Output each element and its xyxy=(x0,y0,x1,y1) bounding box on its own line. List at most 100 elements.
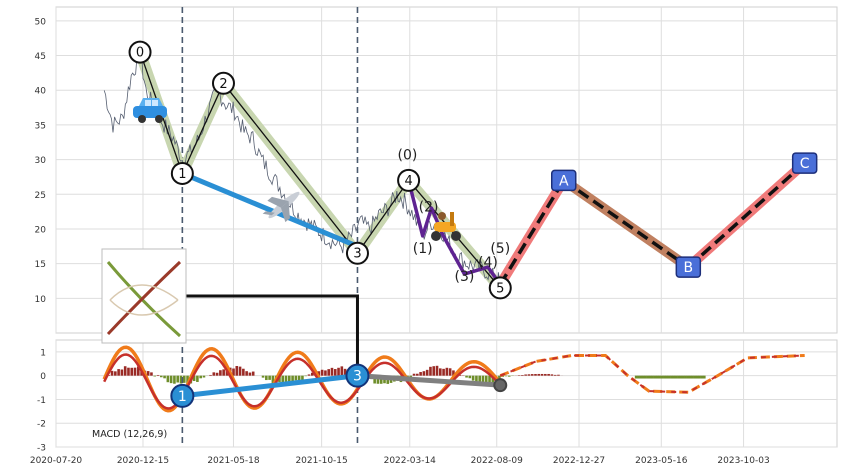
macd-histogram-bar xyxy=(173,375,176,384)
y-tick-label: 45 xyxy=(35,52,46,62)
macd-y-tick-label: -3 xyxy=(37,444,46,454)
macd-histogram-bar xyxy=(686,375,690,379)
macd-histogram-bar xyxy=(123,366,127,376)
macd-histogram-bar xyxy=(215,372,219,376)
macd-histogram-bar xyxy=(700,375,704,379)
macd-histogram-bar xyxy=(127,367,130,376)
macd-histogram-bar xyxy=(484,375,488,383)
x-tick-label: 2020-12-15 xyxy=(117,456,169,466)
macd-label: MACD (12,26,9) xyxy=(92,429,167,440)
wave-line xyxy=(139,51,501,289)
macd-histogram-bar xyxy=(219,370,222,376)
macd-histogram-bar xyxy=(648,375,652,379)
macd-histogram-bar xyxy=(681,375,685,379)
macd-y-tick-label: -2 xyxy=(37,420,46,430)
wave-point-marker xyxy=(128,40,152,64)
macd-histogram-bar xyxy=(340,366,344,376)
sub-wave-line xyxy=(406,179,502,286)
macd-histogram-bar xyxy=(153,375,157,377)
chart-markers: 0 1 2 3 4 5 A B C 1 3 xyxy=(128,40,818,408)
x-tick-label: 2023-10-03 xyxy=(717,456,769,466)
macd-histogram-bar xyxy=(641,375,645,379)
macd-histogram-bar xyxy=(488,375,491,384)
airplane-icon xyxy=(262,191,300,223)
wave-point-label: 0 xyxy=(136,46,144,61)
macd-histogram-bar xyxy=(524,374,527,376)
macd-histogram-bar xyxy=(235,365,239,376)
macd-histogram-bar xyxy=(343,368,347,376)
y-tick-label: 35 xyxy=(35,121,46,131)
macd-histogram-bar xyxy=(222,369,225,376)
macd-histogram-bar xyxy=(324,370,327,376)
trend-line xyxy=(179,170,360,249)
macd-histogram-bar xyxy=(677,375,680,379)
macd-histogram-bar xyxy=(534,374,537,376)
macd-histogram-bar xyxy=(130,367,134,376)
macd-histogram-bar xyxy=(248,372,252,376)
sub-wave-label: (0) xyxy=(397,148,417,164)
macd-histogram-bar xyxy=(327,369,330,376)
macd-link-line xyxy=(179,373,360,399)
macd-histogram-bar xyxy=(674,375,678,379)
signal-line xyxy=(103,353,502,410)
macd-histogram-bar xyxy=(288,375,291,384)
macd-histogram-bar xyxy=(660,375,664,379)
macd-histogram-bar xyxy=(703,375,706,379)
macd-histogram-bar xyxy=(196,375,199,382)
macd-histogram-bar xyxy=(317,371,321,376)
macd-histogram-bar xyxy=(658,375,661,379)
macd-histogram-bar xyxy=(475,375,478,383)
macd-histogram-bar xyxy=(310,372,314,376)
macd-histogram-bar xyxy=(159,375,163,378)
macd-histogram-bar xyxy=(192,375,196,382)
signal-projection-line xyxy=(499,354,805,394)
x-tick-label: 2022-12-27 xyxy=(553,456,605,466)
macd-histogram-bar xyxy=(245,371,248,376)
macd-histogram-bar xyxy=(504,375,508,377)
macd-histogram-bar xyxy=(465,375,468,378)
macd-histogram-bar xyxy=(639,375,643,379)
macd-histogram-bar xyxy=(530,374,534,376)
macd-histogram-bar xyxy=(540,373,544,376)
y-tick-label: 30 xyxy=(35,156,47,166)
scooter-icon xyxy=(431,212,461,241)
macd-histogram-bar xyxy=(634,375,638,379)
macd-y-tick-label: 1 xyxy=(40,348,46,358)
macd-histogram-bar xyxy=(333,369,337,376)
macd-histogram-bar xyxy=(684,375,687,379)
macd-histogram-bar xyxy=(698,375,701,379)
macd-histogram-bar xyxy=(182,375,186,383)
wave-point-marker xyxy=(488,276,512,300)
macd-histogram-bar xyxy=(409,375,413,378)
macd-histogram-bar xyxy=(665,375,669,379)
chart-lines xyxy=(102,7,810,447)
macd-histogram-bar xyxy=(281,375,285,384)
forecast-label: C xyxy=(800,156,810,172)
car-icon xyxy=(133,98,167,123)
macd-histogram-bar xyxy=(294,375,298,381)
wave-point-label: 5 xyxy=(496,281,504,296)
forecast-marker xyxy=(791,152,818,174)
macd-histogram-bar xyxy=(452,370,455,376)
sub-wave-label: (1) xyxy=(413,241,433,257)
macd-histogram-bar xyxy=(553,374,557,376)
macd-histogram-bar xyxy=(498,375,501,381)
macd-histogram-bar xyxy=(425,369,429,376)
forecast-marker xyxy=(675,256,702,278)
x-tick-label: 2021-05-18 xyxy=(207,456,260,466)
macd-histogram-bar xyxy=(478,375,481,382)
macd-histogram-bar xyxy=(646,375,650,379)
macd-histogram-bar xyxy=(432,366,436,376)
wave-point-label: 4 xyxy=(404,174,412,189)
macd-histogram-bar xyxy=(471,375,475,381)
macd-histogram-bar xyxy=(261,375,265,378)
macd-histogram-bar xyxy=(176,375,180,383)
macd-histogram-bar xyxy=(251,371,255,376)
macd-histogram-bar xyxy=(653,375,657,379)
macd-histogram-bar xyxy=(137,366,140,376)
macd-histogram-bar xyxy=(693,375,697,379)
sub-wave-label: (5) xyxy=(490,241,510,257)
x-tick-label: 2022-08-09 xyxy=(471,456,524,466)
macd-histogram-bar xyxy=(120,369,124,376)
macd-histogram-bar xyxy=(644,375,647,379)
